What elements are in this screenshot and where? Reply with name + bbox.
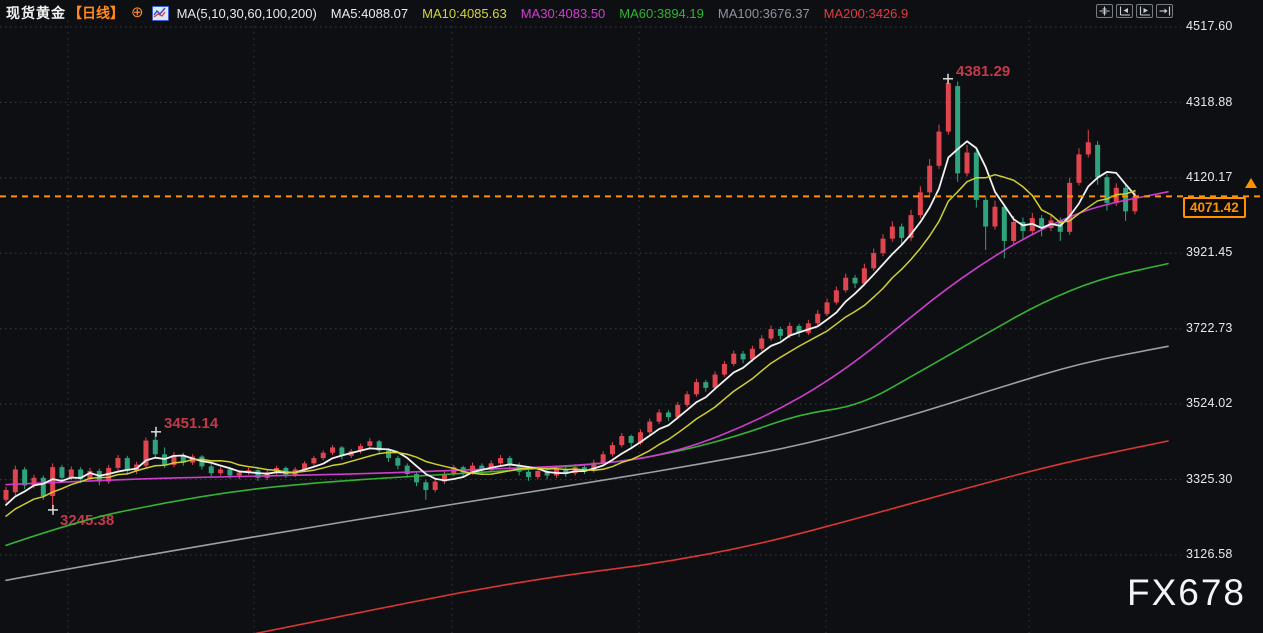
ma60-value: MA60:3894.19 bbox=[619, 5, 704, 21]
latest-price-arrow-icon bbox=[1245, 178, 1257, 188]
price-axis-label: 3921.45 bbox=[1186, 245, 1233, 259]
price-axis-label: 3722.73 bbox=[1186, 321, 1233, 335]
annotation-3451.14: 3451.14 bbox=[164, 415, 219, 432]
compress-x-axis-icon bbox=[1119, 6, 1130, 16]
ma10-line bbox=[5, 173, 1136, 517]
ma100-value: MA100:3676.37 bbox=[717, 5, 810, 21]
compress-x-axis-button[interactable] bbox=[1116, 4, 1133, 18]
symbol-name: 现货黄金 bbox=[6, 5, 66, 21]
grid-lines bbox=[0, 20, 1181, 633]
ma200-value: MA200:3426.9 bbox=[823, 5, 909, 21]
timeframe-label[interactable]: 【日线】 bbox=[68, 5, 124, 21]
reset-view-button[interactable] bbox=[1156, 4, 1173, 18]
ma30-line bbox=[5, 190, 1169, 486]
reset-view-icon bbox=[1159, 6, 1170, 16]
ma-group-label: MA(5,10,30,60,100,200) bbox=[176, 5, 317, 21]
candles bbox=[3, 78, 1138, 510]
extreme-markers bbox=[48, 73, 953, 515]
crosshair-button[interactable] bbox=[1096, 4, 1113, 18]
chart-header: 现货黄金 【日线】 ⊕ MA(5,10,30,60,100,200) MA5:4… bbox=[6, 3, 922, 23]
expand-x-axis-icon bbox=[1139, 6, 1150, 16]
ma5-line bbox=[5, 140, 1136, 506]
indicator-settings-icon[interactable] bbox=[151, 5, 169, 21]
price-axis-label: 3126.58 bbox=[1186, 547, 1233, 561]
chart-toolbar bbox=[1096, 4, 1173, 18]
ma10-value: MA10:4085.63 bbox=[422, 5, 507, 21]
ma200-line bbox=[255, 440, 1169, 633]
ma-lines bbox=[5, 140, 1169, 633]
price-axis-label: 4318.88 bbox=[1186, 95, 1233, 109]
price-axis-label: 3524.02 bbox=[1186, 396, 1233, 410]
ma100-line bbox=[5, 345, 1169, 582]
price-axis-label: 3325.30 bbox=[1186, 472, 1233, 486]
fx678-watermark: FX678 bbox=[1127, 572, 1247, 613]
price-axis[interactable]: 4517.60 4318.88 4120.17 3921.45 3722.73 … bbox=[1186, 0, 1262, 633]
price-axis-label: 4517.60 bbox=[1186, 19, 1233, 33]
price-axis-label: 4120.17 bbox=[1186, 170, 1233, 184]
add-indicator-icon[interactable]: ⊕ bbox=[131, 4, 144, 21]
ma30-value: MA30:4083.50 bbox=[520, 5, 606, 21]
ma5-value: MA5:4088.07 bbox=[330, 5, 409, 21]
annotation-4381.29: 4381.29 bbox=[956, 63, 1010, 80]
crosshair-icon bbox=[1099, 6, 1110, 16]
last-price-tag: 4071.42 bbox=[1183, 197, 1246, 218]
expand-x-axis-button[interactable] bbox=[1136, 4, 1153, 18]
